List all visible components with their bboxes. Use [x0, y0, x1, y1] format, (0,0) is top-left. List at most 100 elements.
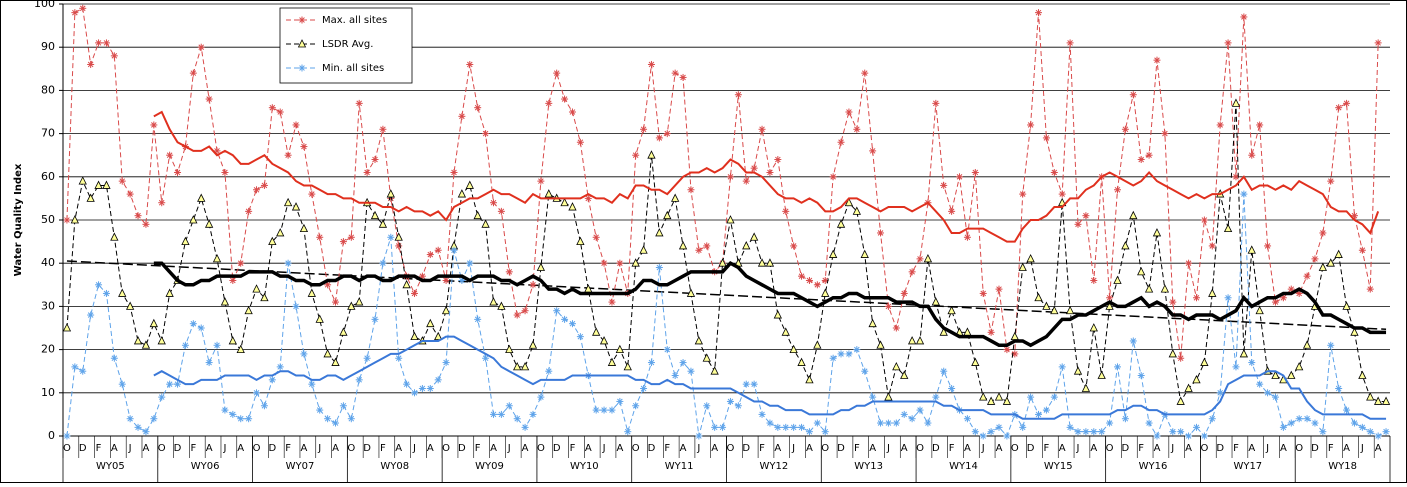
triangle-marker [939, 327, 948, 336]
x-tick-label: D [363, 443, 371, 454]
asterisk-marker [1327, 341, 1335, 349]
x-tick-label: O [727, 443, 735, 454]
asterisk-marker [545, 99, 553, 107]
asterisk-stroke [1154, 57, 1160, 63]
asterisk-marker [489, 410, 497, 418]
asterisk-stroke [909, 415, 915, 422]
asterisk-marker [1019, 190, 1027, 198]
asterisk-marker [166, 151, 174, 159]
asterisk-marker [655, 134, 663, 142]
asterisk-marker [869, 147, 877, 155]
asterisk-stroke [814, 281, 821, 288]
x-tick-label: A [1154, 443, 1161, 454]
asterisk-marker [213, 147, 221, 155]
asterisk-marker [474, 104, 482, 112]
asterisk-stroke [301, 351, 307, 357]
triangle-marker [1042, 301, 1051, 310]
asterisk-marker [742, 380, 750, 388]
triangle-marker [607, 357, 617, 366]
asterisk-stroke [877, 420, 884, 426]
asterisk-stroke [1051, 169, 1058, 176]
triangle-marker [686, 288, 696, 297]
triangle-marker [1152, 228, 1162, 237]
asterisk-marker [576, 138, 584, 146]
asterisk-marker [87, 60, 95, 68]
asterisk-marker [1295, 415, 1303, 423]
asterisk-stroke [380, 126, 386, 133]
asterisk-marker [932, 393, 940, 401]
asterisk-stroke [277, 364, 284, 370]
asterisk-marker [877, 229, 885, 237]
asterisk-marker [1082, 428, 1090, 436]
asterisk-stroke [640, 126, 647, 133]
x-tick-label: F [1138, 443, 1144, 454]
rolling-line [153, 110, 1380, 243]
triangle-marker [62, 323, 72, 332]
triangle-marker [1350, 327, 1359, 336]
asterisk-stroke [743, 178, 750, 184]
asterisk-stroke [332, 420, 339, 426]
asterisk-marker [1042, 406, 1050, 414]
asterisk-marker [347, 233, 355, 241]
asterisk-stroke [151, 415, 157, 422]
asterisk-stroke [1288, 420, 1295, 426]
asterisk-marker [1066, 39, 1074, 47]
asterisk-marker [1169, 428, 1177, 436]
triangle-marker [307, 288, 316, 297]
asterisk-marker [1374, 39, 1382, 47]
asterisk-marker [276, 108, 284, 116]
triangle-marker [189, 215, 198, 224]
asterisk-marker [956, 173, 964, 181]
rolling-line [153, 261, 1387, 348]
asterisk-stroke [1193, 294, 1200, 301]
asterisk-marker [1200, 432, 1208, 440]
asterisk-stroke [1075, 221, 1081, 228]
asterisk-marker [948, 384, 956, 392]
asterisk-marker [1319, 428, 1327, 436]
triangle-marker [1097, 370, 1106, 379]
asterisk-stroke [111, 355, 118, 362]
asterisk-marker [253, 389, 261, 397]
triangle-marker [473, 210, 482, 220]
x-tick-label: D [553, 443, 561, 454]
triangle-marker [1223, 223, 1233, 233]
y-tick-label: 30 [41, 299, 55, 312]
asterisk-marker [229, 410, 237, 418]
asterisk-marker [1350, 419, 1358, 427]
asterisk-stroke [269, 104, 276, 111]
asterisk-stroke [806, 277, 813, 284]
asterisk-stroke [1114, 186, 1121, 193]
x-tick-label: J [1170, 443, 1174, 454]
triangle-marker [655, 228, 664, 237]
asterisk-marker [1050, 168, 1058, 176]
triangle-marker [1065, 305, 1075, 315]
asterisk-marker [521, 307, 529, 315]
x-tick-label: J [602, 443, 606, 454]
triangle-marker [1113, 275, 1122, 284]
asterisk-stroke [948, 385, 955, 392]
asterisk-stroke [1351, 420, 1358, 426]
asterisk-marker [640, 384, 648, 392]
asterisk-marker [150, 415, 158, 423]
asterisk-stroke [143, 428, 149, 435]
x-tick-label: O [158, 443, 166, 454]
asterisk-stroke [230, 277, 236, 284]
asterisk-stroke [553, 307, 560, 314]
asterisk-marker [466, 259, 474, 267]
triangle-marker [1002, 396, 1012, 405]
asterisk-marker [292, 121, 300, 129]
x-tick-label: J [128, 443, 132, 454]
asterisk-marker [1074, 220, 1082, 228]
x-tick-label: A [427, 443, 434, 454]
triangle-marker [560, 197, 569, 207]
triangle-marker [1050, 305, 1059, 315]
x-tick-label: O [1200, 443, 1208, 454]
asterisk-marker [1216, 389, 1224, 397]
group-label: WY08 [380, 461, 409, 472]
triangle-marker [813, 340, 822, 349]
asterisk-marker [663, 130, 671, 138]
asterisk-marker [95, 281, 103, 289]
asterisk-stroke [1327, 342, 1334, 349]
asterisk-marker [1145, 419, 1153, 427]
asterisk-stroke [561, 316, 568, 323]
